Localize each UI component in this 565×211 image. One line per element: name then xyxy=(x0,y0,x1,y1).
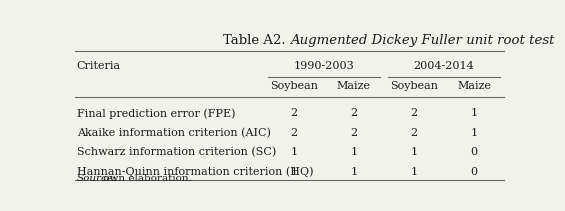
Text: 2: 2 xyxy=(350,128,358,138)
Text: Augmented Dickey Fuller unit root test: Augmented Dickey Fuller unit root test xyxy=(289,34,554,47)
Text: Final prediction error (FPE): Final prediction error (FPE) xyxy=(77,108,235,119)
Text: 2004-2014: 2004-2014 xyxy=(414,61,475,71)
Text: Soybean: Soybean xyxy=(270,81,318,91)
Text: 1: 1 xyxy=(410,147,418,157)
Text: 2: 2 xyxy=(410,108,418,118)
Text: 1: 1 xyxy=(471,128,477,138)
Text: 1: 1 xyxy=(290,167,297,177)
Text: 0: 0 xyxy=(471,147,477,157)
Text: Maize: Maize xyxy=(337,81,371,91)
Text: Soybean: Soybean xyxy=(390,81,438,91)
Text: 1990-2003: 1990-2003 xyxy=(293,61,354,71)
Text: Table A2.: Table A2. xyxy=(223,34,289,47)
Text: own elaboration.: own elaboration. xyxy=(99,174,192,183)
Text: 2: 2 xyxy=(290,108,297,118)
Text: Maize: Maize xyxy=(457,81,491,91)
Text: Akaike information criterion (AIC): Akaike information criterion (AIC) xyxy=(77,128,271,138)
Text: 0: 0 xyxy=(471,167,477,177)
Text: 2: 2 xyxy=(350,108,358,118)
Text: 1: 1 xyxy=(471,108,477,118)
Text: Source:: Source: xyxy=(77,174,117,183)
Text: 1: 1 xyxy=(290,147,297,157)
Text: 2: 2 xyxy=(290,128,297,138)
Text: 2: 2 xyxy=(410,128,418,138)
Text: Schwarz information criterion (SC): Schwarz information criterion (SC) xyxy=(77,147,276,157)
Text: Hannan-Quinn information criterion (HQ): Hannan-Quinn information criterion (HQ) xyxy=(77,167,313,177)
Text: 1: 1 xyxy=(350,147,358,157)
Text: Source: own elaboration.: Source: own elaboration. xyxy=(77,174,209,183)
Text: 1: 1 xyxy=(350,167,358,177)
Text: Criteria: Criteria xyxy=(77,61,121,71)
Text: 1: 1 xyxy=(410,167,418,177)
